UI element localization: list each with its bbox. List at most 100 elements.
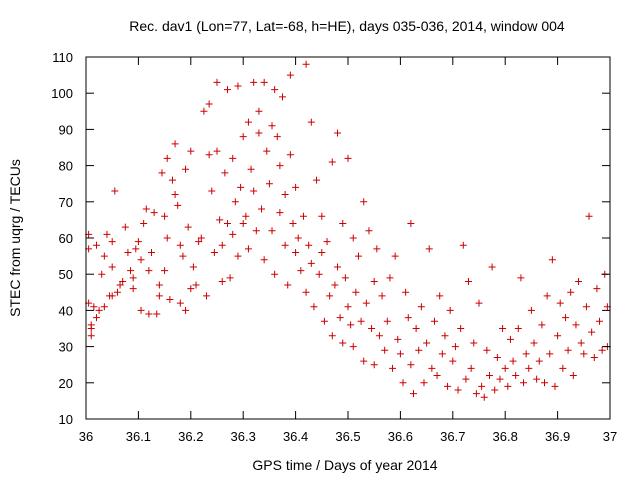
data-point — [268, 227, 276, 235]
data-point — [176, 299, 184, 307]
data-point — [163, 234, 171, 242]
data-point — [428, 364, 436, 372]
data-point — [205, 100, 213, 108]
data-point — [292, 183, 300, 191]
data-point — [226, 274, 234, 282]
data-point — [320, 317, 328, 325]
data-point — [121, 223, 129, 231]
data-point — [541, 379, 548, 387]
data-point — [344, 303, 352, 311]
data-point — [339, 339, 347, 347]
data-point — [210, 248, 218, 256]
data-point — [182, 165, 190, 173]
data-point — [493, 353, 501, 361]
data-point — [145, 267, 153, 275]
data-point — [166, 296, 174, 304]
data-point — [449, 357, 457, 365]
data-point — [313, 176, 321, 184]
data-point — [365, 227, 373, 235]
data-point — [113, 288, 121, 296]
data-point — [326, 292, 334, 300]
data-point — [281, 191, 289, 199]
data-point — [95, 306, 103, 314]
data-point — [373, 245, 381, 253]
data-point — [423, 339, 431, 347]
data-point — [129, 274, 137, 282]
data-point — [218, 277, 226, 285]
data-point — [286, 71, 294, 79]
data-point — [588, 328, 596, 336]
y-tick-label: 30 — [59, 340, 73, 355]
data-point — [108, 263, 116, 271]
data-points — [85, 60, 611, 401]
data-point — [315, 270, 323, 278]
data-point — [370, 361, 378, 369]
data-point — [179, 252, 187, 260]
data-point — [483, 346, 491, 354]
data-point — [242, 212, 250, 220]
x-tick-label: 36 — [79, 429, 93, 444]
data-point — [150, 209, 158, 217]
data-point — [189, 263, 197, 271]
data-point — [577, 339, 585, 347]
data-point — [111, 187, 119, 195]
data-point — [520, 379, 528, 387]
x-tick-label: 36.9 — [545, 429, 570, 444]
data-point — [195, 238, 203, 246]
data-point — [252, 227, 260, 235]
data-point — [433, 372, 441, 380]
data-point — [192, 281, 200, 289]
data-point — [289, 220, 297, 228]
data-point — [383, 317, 391, 325]
data-point — [572, 321, 580, 329]
x-tick-label: 36.1 — [126, 429, 151, 444]
data-point — [100, 303, 108, 311]
data-point — [318, 212, 326, 220]
data-point — [410, 390, 417, 398]
data-point — [268, 122, 276, 130]
data-point — [580, 350, 588, 358]
data-point — [386, 274, 394, 282]
data-point — [155, 281, 163, 289]
data-point — [530, 339, 538, 347]
data-point — [444, 382, 452, 390]
data-point — [381, 346, 389, 354]
data-point — [153, 310, 161, 318]
data-point — [155, 292, 163, 300]
data-point — [436, 292, 444, 300]
data-point — [231, 198, 239, 206]
data-point — [457, 325, 465, 332]
data-point — [354, 252, 362, 260]
data-point — [349, 343, 357, 351]
data-point — [271, 86, 279, 94]
data-point — [567, 288, 575, 296]
data-point — [465, 277, 473, 285]
data-point — [389, 364, 397, 372]
data-point — [318, 248, 326, 256]
data-point — [360, 198, 368, 206]
data-point — [250, 187, 258, 195]
y-tick-label: 20 — [59, 376, 73, 391]
data-point — [472, 390, 480, 398]
data-point — [116, 281, 124, 289]
data-point — [569, 372, 577, 380]
data-point — [260, 78, 268, 86]
data-point — [420, 379, 428, 387]
data-point — [485, 372, 493, 380]
data-point — [229, 154, 237, 162]
data-point — [223, 86, 231, 94]
data-point — [368, 325, 376, 332]
data-point — [310, 303, 318, 311]
y-tick-label: 10 — [59, 412, 73, 427]
data-point — [307, 118, 315, 126]
data-point — [129, 285, 137, 293]
data-point — [556, 299, 564, 307]
data-point — [182, 306, 190, 314]
data-point — [334, 263, 342, 271]
y-tick-label: 80 — [59, 159, 73, 174]
data-point — [399, 379, 407, 387]
data-point — [328, 158, 336, 166]
data-point — [229, 230, 237, 238]
data-point — [218, 241, 226, 249]
data-point — [92, 314, 100, 322]
